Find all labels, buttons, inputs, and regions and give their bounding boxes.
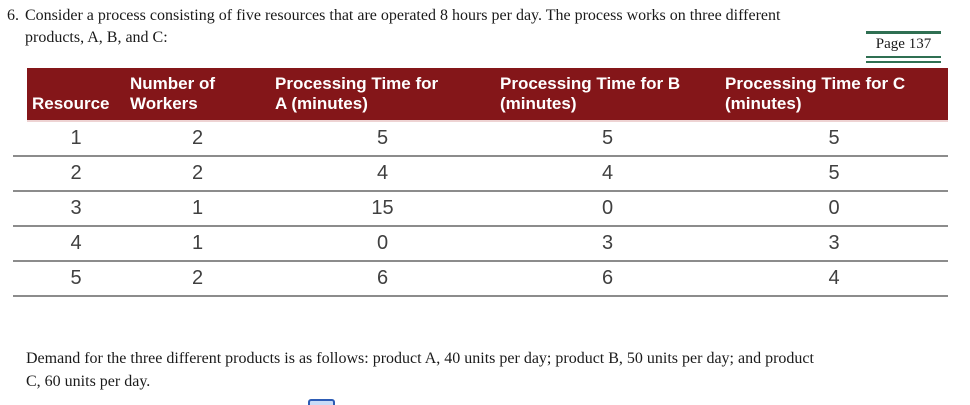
cell-resource: 5 — [70, 267, 82, 289]
cell-resource: 3 — [70, 197, 82, 219]
table-row: 2 2 4 4 5 — [13, 157, 948, 192]
cell-time-b: 5 — [601, 127, 614, 149]
cell-time-c: 5 — [828, 162, 840, 184]
column-header-time-c: Processing Time for C (minutes) — [725, 74, 906, 113]
question-lines: Consider a process consisting of five re… — [25, 5, 957, 49]
question-line-1: Consider a process consisting of five re… — [25, 7, 781, 24]
table-header-row: Resource Number of Workers Processing Ti… — [27, 68, 948, 122]
page-number-label: Page 137 — [875, 36, 932, 52]
column-header-workers: Number of Workers — [130, 74, 215, 113]
cell-time-b: 0 — [601, 197, 614, 219]
cell-time-a: 5 — [376, 127, 389, 149]
cell-time-c: 5 — [828, 127, 840, 149]
cell-workers: 2 — [191, 267, 204, 289]
demand-line-1: Demand for the three different products … — [26, 350, 814, 367]
cell-resource: 4 — [70, 232, 82, 254]
resource-table: Resource Number of Workers Processing Ti… — [13, 68, 948, 297]
demand-line-2: C, 60 units per day. — [26, 373, 151, 390]
cell-workers: 1 — [191, 232, 204, 254]
question-line-2: products, A, B, and C: — [25, 29, 168, 46]
cell-time-c: 4 — [828, 267, 840, 289]
question-paragraph: 6. Consider a process consisting of five… — [7, 5, 957, 49]
cell-time-c: 0 — [828, 197, 840, 219]
cell-time-c: 3 — [828, 232, 840, 254]
column-header-time-b: Processing Time for B (minutes) — [500, 74, 681, 113]
cell-workers: 2 — [191, 162, 204, 184]
cell-time-b: 4 — [601, 162, 614, 184]
column-header-resource: Resource — [32, 94, 110, 113]
column-header-time-a: Processing Time for A (minutes) — [275, 74, 439, 113]
cell-workers: 2 — [191, 127, 204, 149]
cell-time-a: 4 — [376, 162, 389, 184]
cell-workers: 1 — [191, 197, 204, 219]
table-row: 3 1 15 0 0 — [13, 192, 948, 227]
page-number-badge: Page 137 — [866, 31, 941, 63]
cell-time-b: 6 — [601, 267, 614, 289]
demand-paragraph: Demand for the three different products … — [26, 347, 956, 393]
table-row: 4 1 0 3 3 — [13, 227, 948, 262]
cell-time-b: 3 — [601, 232, 614, 254]
table-row: 1 2 5 5 5 — [13, 122, 948, 157]
cell-time-a: 0 — [376, 232, 389, 254]
question-number: 6. — [7, 7, 19, 24]
cell-resource: 1 — [70, 127, 82, 149]
clipped-button-fragment[interactable] — [308, 399, 335, 405]
cell-time-a: 6 — [376, 267, 389, 289]
cell-resource: 2 — [70, 162, 82, 184]
table-row: 5 2 6 6 4 — [13, 262, 948, 297]
cell-time-a: 15 — [371, 197, 394, 219]
